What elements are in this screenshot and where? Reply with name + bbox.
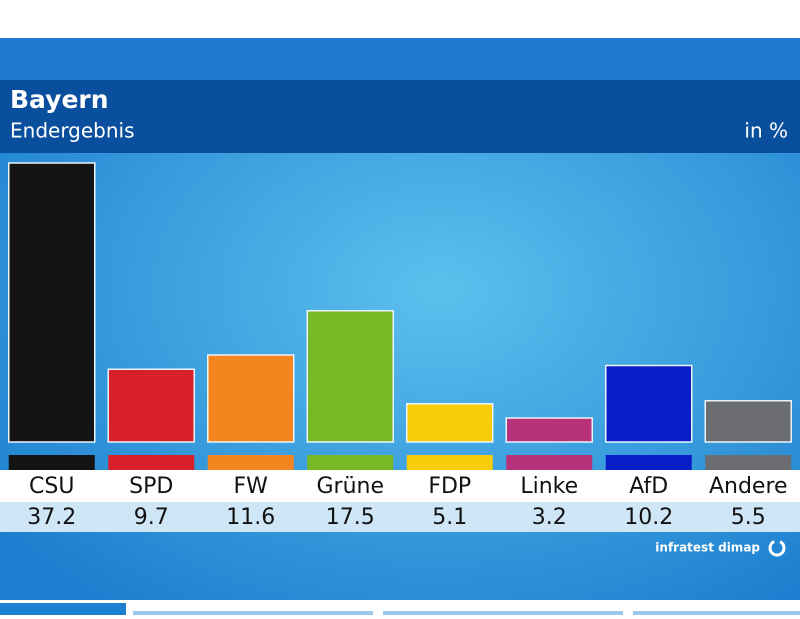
subtitle: Endergebnis (10, 119, 135, 143)
unit: in % (744, 119, 788, 143)
bar (207, 354, 295, 443)
category-label: SPD (129, 474, 173, 499)
bar (306, 310, 394, 443)
color-strip (605, 455, 692, 470)
tab (133, 611, 373, 615)
value-label: 5.1 (432, 505, 467, 530)
tab (0, 603, 126, 615)
bar (406, 403, 494, 443)
bar (704, 400, 792, 443)
source: infratest dimap (655, 541, 760, 555)
tab (383, 611, 623, 615)
value-label: 11.6 (226, 505, 275, 530)
color-strip (108, 455, 195, 470)
color-strip (506, 455, 593, 470)
value-label: 37.2 (27, 505, 76, 530)
bar (8, 162, 96, 443)
category-label: FW (234, 474, 269, 499)
category-label: Linke (520, 474, 578, 499)
value-label: 5.5 (731, 505, 766, 530)
color-strip (207, 455, 294, 470)
color-strip (8, 455, 95, 470)
title: Bayern (10, 85, 109, 114)
color-strip (406, 455, 493, 470)
bar (107, 368, 195, 443)
category-label: Grüne (316, 474, 384, 499)
category-label: Andere (709, 474, 788, 499)
bar (605, 364, 693, 443)
tab (633, 611, 800, 615)
top-band (0, 38, 800, 80)
value-label: 17.5 (326, 505, 375, 530)
color-strip (705, 455, 792, 470)
category-label: CSU (29, 474, 74, 499)
category-label: AfD (629, 474, 668, 499)
value-label: 9.7 (134, 505, 169, 530)
value-row (0, 502, 800, 532)
source-logo (768, 539, 786, 557)
color-strip (307, 455, 394, 470)
label-row (0, 470, 800, 502)
value-label: 10.2 (624, 505, 673, 530)
header-bar (0, 80, 800, 153)
value-label: 3.2 (532, 505, 567, 530)
category-label: FDP (428, 474, 471, 499)
bar (505, 417, 593, 443)
